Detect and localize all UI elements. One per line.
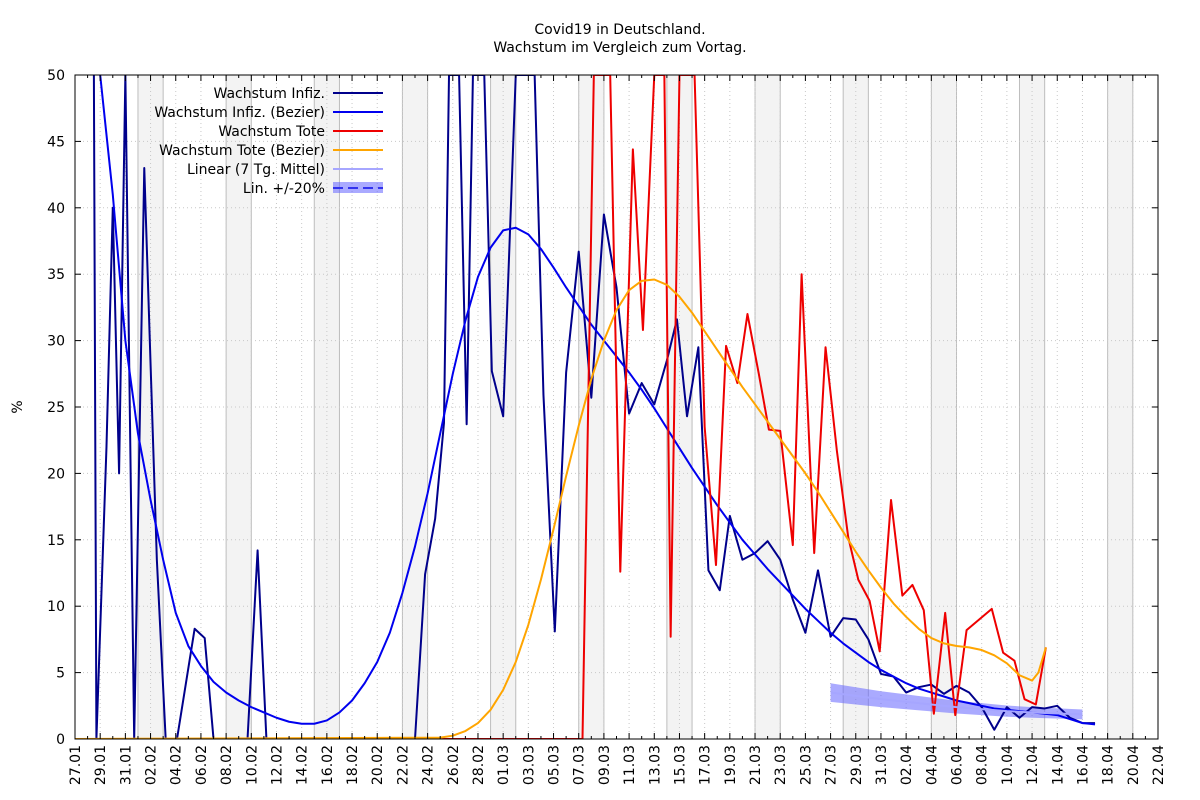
- x-tick-label: 29.01: [93, 745, 109, 785]
- x-tick-label: 21.03: [748, 745, 764, 785]
- legend-label: Wachstum Infiz. (Bezier): [154, 105, 325, 121]
- y-tick-label: 10: [47, 599, 65, 615]
- x-tick-label: 14.02: [295, 745, 311, 785]
- legend-label: Lin. +/-20%: [243, 181, 325, 197]
- x-tick-label: 16.04: [1075, 745, 1091, 785]
- x-tick-label: 12.04: [1025, 745, 1041, 785]
- x-tick-label: 04.02: [169, 745, 185, 785]
- legend-label: Linear (7 Tg. Mittel): [187, 162, 325, 178]
- x-tick-label: 31.01: [118, 745, 134, 785]
- x-tick-label: 07.03: [572, 745, 588, 785]
- series-layer: [75, 75, 1096, 739]
- grid-lines: [75, 75, 1158, 739]
- y-tick-label: 30: [47, 334, 65, 350]
- x-tick-label: 24.02: [421, 745, 437, 785]
- y-tick-label: 45: [47, 134, 65, 150]
- x-tick-label: 03.03: [521, 745, 537, 785]
- series-line: [75, 75, 1047, 739]
- chart-subtitle: Wachstum im Vergleich zum Vortag.: [493, 40, 746, 56]
- x-tick-label: 19.03: [723, 745, 739, 785]
- x-tick-label: 06.02: [194, 745, 210, 785]
- x-tick-label: 23.03: [773, 745, 789, 785]
- series-line: [92, 75, 1096, 739]
- x-tick-label: 16.02: [320, 745, 336, 785]
- y-tick-label: 25: [47, 400, 65, 416]
- y-tick-label: 50: [47, 68, 65, 84]
- x-tick-label: 27.03: [824, 745, 840, 785]
- y-tick-label: 0: [56, 732, 65, 748]
- x-tick-label: 06.04: [950, 745, 966, 785]
- axes: 0 5 10 15 20 25 30 35 40 45 50 27.01 29.01 31.01 02.02…: [47, 68, 1167, 785]
- x-tick-label: 18.02: [345, 745, 361, 785]
- series-line: [830, 691, 1083, 716]
- x-tick-label: 02.02: [144, 745, 160, 785]
- x-tick-label: 14.04: [1050, 745, 1066, 785]
- x-tick-label: 28.02: [471, 745, 487, 785]
- x-tick-label: 11.03: [622, 745, 638, 785]
- x-tick-label: 08.04: [975, 745, 991, 785]
- series-line: [99, 75, 1096, 726]
- x-tick-label: 10.04: [1000, 745, 1016, 785]
- x-tick-label: 08.02: [219, 745, 235, 785]
- series-line: [75, 278, 1047, 739]
- x-tick-label: 26.02: [446, 745, 462, 785]
- chart-title: Covid19 in Deutschland.: [534, 22, 705, 38]
- y-tick-label: 15: [47, 533, 65, 549]
- legend-label: Wachstum Infiz.: [214, 86, 325, 102]
- y-axis-label: %: [10, 400, 26, 413]
- legend-label: Wachstum Tote (Bezier): [159, 143, 325, 159]
- y-tick-label: 40: [47, 201, 65, 217]
- x-tick-label: 27.01: [68, 745, 84, 785]
- x-tick-label: 15.03: [672, 745, 688, 785]
- x-tick-label: 05.03: [547, 745, 563, 785]
- legend: Wachstum Infiz. Wachstum Infiz. (Bezier) W…: [154, 86, 383, 197]
- x-tick-label: 09.03: [597, 745, 613, 785]
- legend-label: Wachstum Tote: [218, 124, 325, 140]
- x-tick-label: 10.02: [244, 745, 260, 785]
- y-tick-label: 35: [47, 267, 65, 283]
- x-tick-label: 31.03: [874, 745, 890, 785]
- x-tick-label: 22.02: [395, 745, 411, 785]
- x-tick-label: 22.04: [1151, 745, 1167, 785]
- x-tick-label: 20.04: [1126, 745, 1142, 785]
- x-tick-label: 12.02: [269, 745, 285, 785]
- x-tick-label: 29.03: [849, 745, 865, 785]
- y-tick-label: 20: [47, 466, 65, 482]
- x-tick-label: 25.03: [798, 745, 814, 785]
- x-tick-label: 17.03: [698, 745, 714, 785]
- x-tick-label: 02.04: [899, 745, 915, 785]
- x-tick-label: 13.03: [647, 745, 663, 785]
- x-tick-label: 18.04: [1101, 745, 1117, 785]
- x-tick-label: 04.04: [924, 745, 940, 785]
- y-tick-label: 5: [56, 666, 65, 682]
- x-tick-label: 01.03: [496, 745, 512, 785]
- x-tick-label: 20.02: [370, 745, 386, 785]
